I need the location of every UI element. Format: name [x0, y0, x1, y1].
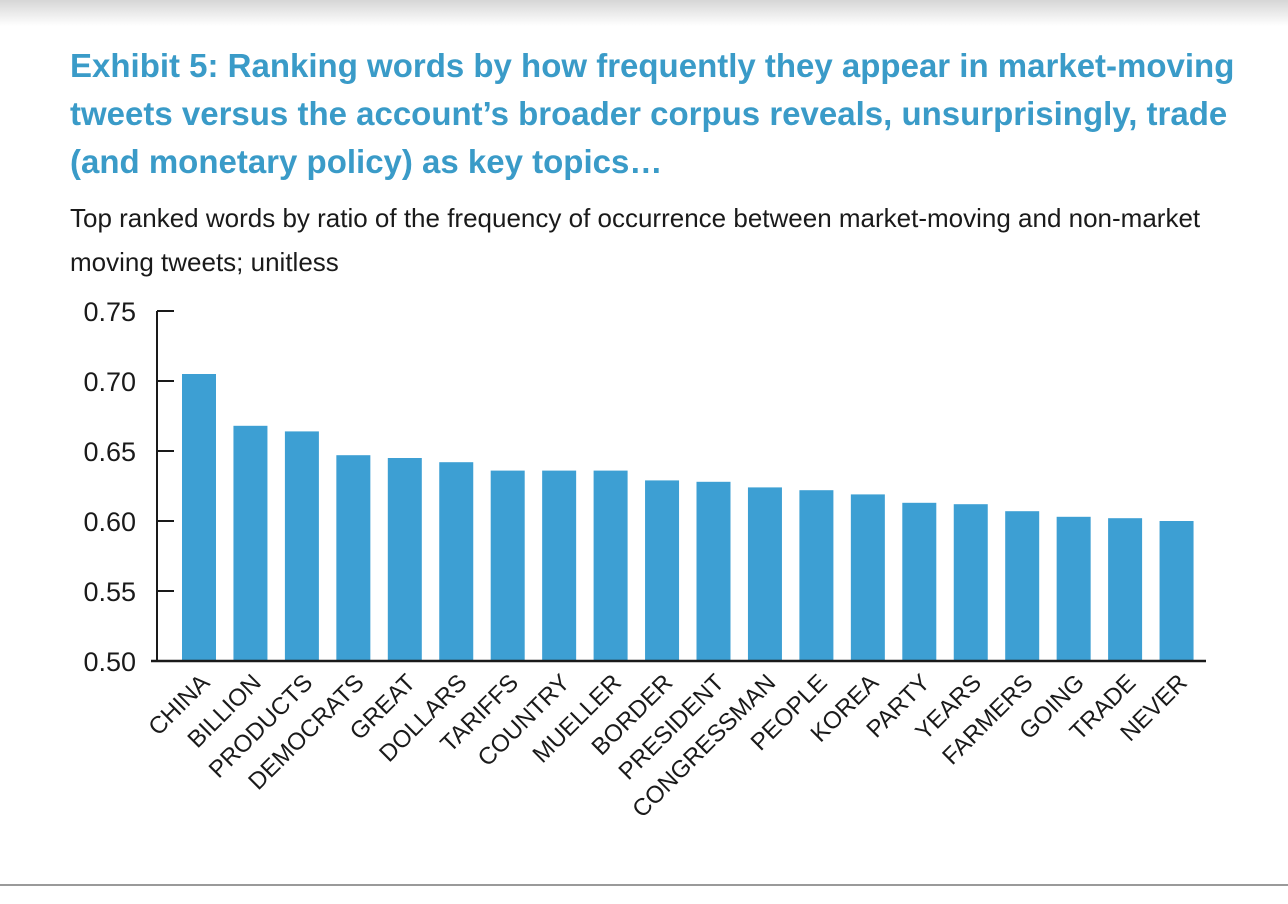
bar-democrats: [336, 455, 371, 661]
bar-farmers: [1005, 511, 1040, 661]
bar-billion: [233, 425, 268, 661]
bar-people: [799, 490, 834, 661]
bar-china: [182, 374, 216, 661]
bar-tariffs: [490, 470, 525, 661]
bar-never: [1159, 521, 1194, 661]
bar-border: [645, 480, 680, 661]
y-tick-label: 0.70: [83, 367, 136, 397]
bar-going: [1056, 516, 1091, 661]
bar-years: [953, 504, 988, 661]
bar-congressman: [747, 487, 782, 661]
bar-country: [542, 470, 577, 661]
y-tick-label: 0.50: [83, 647, 136, 677]
bar-korea: [850, 494, 885, 661]
chart-subtitle: Top ranked words by ratio of the frequen…: [70, 203, 1201, 277]
y-tick-label: 0.60: [83, 507, 136, 537]
bar-president: [696, 481, 731, 661]
bar-mueller: [593, 470, 628, 661]
bar-dollars: [439, 462, 474, 661]
bar-trade: [1108, 518, 1143, 661]
viewer-bottom-border: [0, 884, 1288, 904]
chart-title: Exhibit 5: Ranking words by how frequent…: [70, 47, 1235, 180]
y-tick-label: 0.55: [83, 577, 136, 607]
bar-products: [284, 431, 319, 661]
y-tick-label: 0.65: [83, 437, 136, 467]
bar-great: [387, 458, 422, 661]
viewer-top-shade: [0, 0, 1288, 26]
bar-party: [902, 502, 937, 661]
y-tick-label: 0.75: [83, 297, 136, 327]
